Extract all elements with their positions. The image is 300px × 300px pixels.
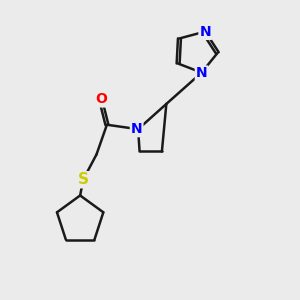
Text: S: S [78, 172, 88, 187]
Text: N: N [196, 67, 207, 80]
Text: N: N [131, 122, 142, 136]
Text: O: O [96, 92, 107, 106]
Text: N: N [200, 25, 211, 39]
